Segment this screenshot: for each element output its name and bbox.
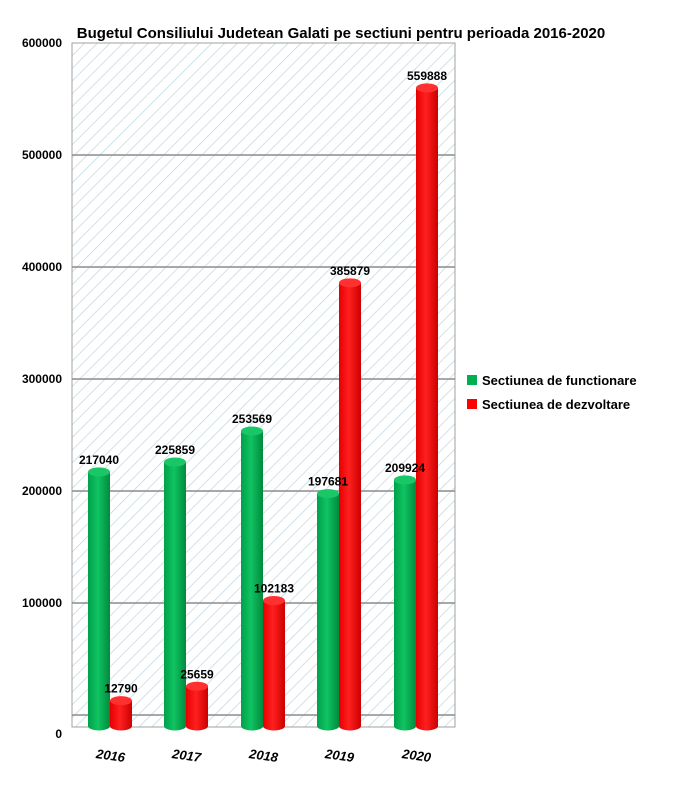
bar: [317, 489, 339, 731]
data-label: 209924: [385, 461, 425, 475]
chart-title: Bugetul Consiliului Judetean Galati pe s…: [77, 25, 605, 42]
bar-body: [186, 686, 208, 726]
bar-cap: [241, 426, 263, 436]
bar-base: [263, 721, 285, 731]
y-tick-label: 0: [55, 727, 62, 741]
bar-base: [317, 721, 339, 731]
data-label: 385879: [330, 264, 370, 278]
bar: [263, 596, 285, 731]
bar-base: [164, 721, 186, 731]
y-tick-label: 400000: [22, 260, 62, 274]
bar: [110, 696, 132, 731]
bar-body: [241, 431, 263, 726]
y-tick-label: 600000: [22, 36, 62, 50]
x-tick-label: 2016: [94, 746, 126, 765]
bar-body: [110, 700, 132, 726]
bar: [339, 278, 361, 731]
bar-body: [263, 600, 285, 726]
data-label: 12790: [104, 682, 138, 696]
bar: [416, 83, 438, 731]
legend-label-dezvoltare: Sectiunea de dezvoltare: [482, 397, 630, 412]
bar-cap: [88, 467, 110, 477]
bar-base: [394, 721, 416, 731]
y-tick-label: 500000: [22, 148, 62, 162]
bar-base: [339, 721, 361, 731]
bar: [186, 681, 208, 731]
x-tick-label: 2017: [170, 746, 202, 765]
y-tick-label: 300000: [22, 372, 62, 386]
y-axis-ticks: 0 100000 200000 300000 400000 500000 600000: [22, 36, 62, 741]
bars: [88, 83, 438, 731]
bar-body: [317, 493, 339, 726]
bar-base: [186, 721, 208, 731]
data-label: 102183: [254, 582, 294, 596]
bar-base: [416, 721, 438, 731]
x-tick-label: 2019: [323, 746, 355, 765]
legend-swatch-dezvoltare: [467, 399, 477, 409]
data-label: 225859: [155, 443, 195, 457]
y-tick-label: 100000: [22, 596, 62, 610]
bar-body: [88, 471, 110, 726]
data-label: 217040: [79, 453, 119, 467]
data-label: 253569: [232, 412, 272, 426]
legend-swatch-functionare: [467, 375, 477, 385]
bar-body: [164, 462, 186, 726]
data-labels: 217040 225859 253569 197681 209924 12790 25659…: [79, 69, 447, 696]
bar-cap: [317, 489, 339, 499]
bar: [88, 467, 110, 731]
y-tick-label: 200000: [22, 484, 62, 498]
bar-base: [110, 721, 132, 731]
bar-cap: [416, 83, 438, 93]
bar: [394, 475, 416, 731]
bar-cap: [263, 596, 285, 606]
bar-body: [416, 87, 438, 727]
data-label: 197681: [308, 475, 348, 489]
legend-label-functionare: Sectiunea de functionare: [482, 373, 637, 388]
bar: [241, 426, 263, 731]
data-label: 25659: [180, 667, 214, 681]
bar-base: [241, 721, 263, 731]
bar-cap: [164, 457, 186, 467]
bar: [164, 457, 186, 731]
x-tick-label: 2020: [400, 746, 432, 765]
bar-base: [88, 721, 110, 731]
x-tick-label: 2018: [247, 746, 279, 765]
x-axis-ticks: 2016 2017 2018 2019 2020: [94, 746, 432, 765]
bar-cap: [110, 696, 132, 706]
legend: Sectiunea de functionare Sectiunea de de…: [467, 373, 637, 412]
data-label: 559888: [407, 69, 447, 83]
bar-body: [339, 282, 361, 726]
bar-cap: [339, 278, 361, 288]
bar-cap: [186, 681, 208, 691]
bar-cap: [394, 475, 416, 485]
bar-body: [394, 479, 416, 726]
